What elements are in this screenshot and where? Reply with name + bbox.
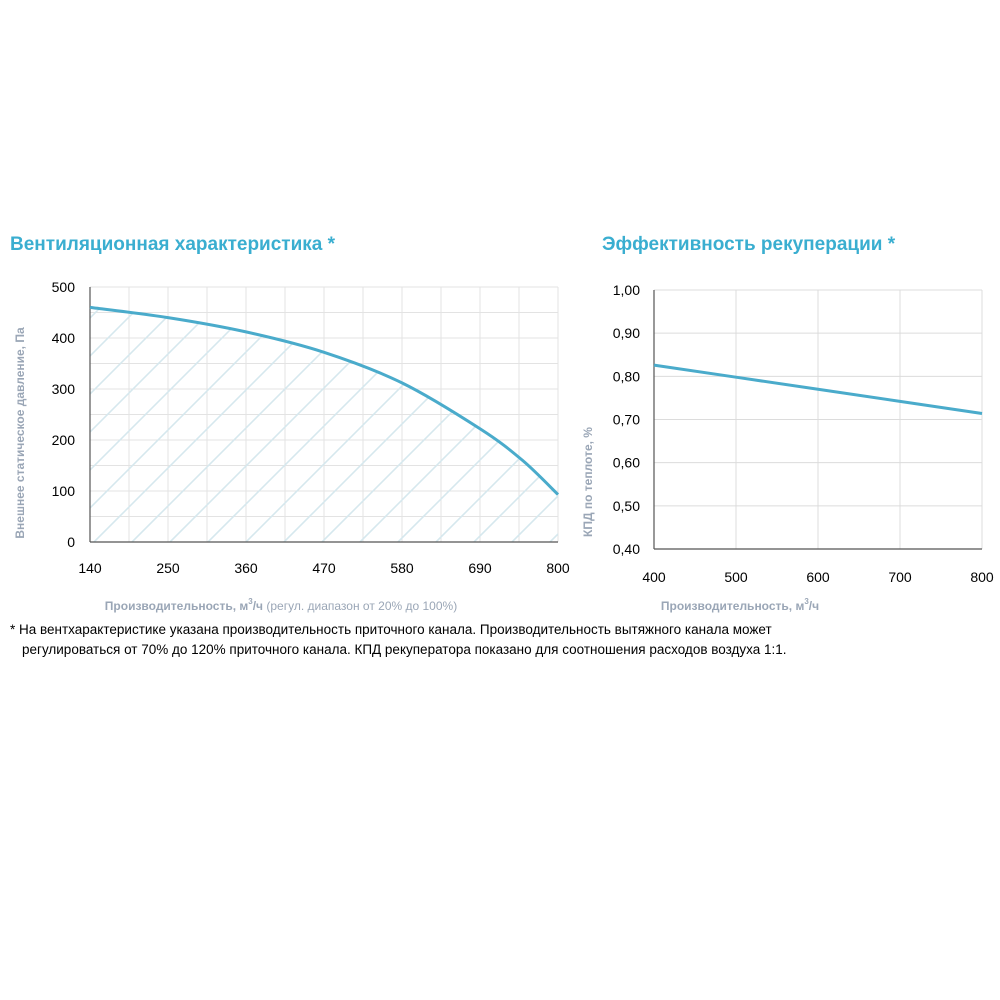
fan-curve-hatch-line: [245, 307, 537, 542]
fan-curve-x-axis-label-note: (регул. диапазон от 20% до 100%): [263, 599, 457, 613]
fan-curve-x-tick-label: 800: [546, 560, 570, 576]
fan-curve-hatch-line: [93, 307, 385, 542]
efficiency-x-tick-label: 600: [806, 569, 830, 585]
efficiency-y-axis-label: КПД по теплоте, %: [581, 427, 595, 537]
fan-curve-hatch-line: [435, 307, 558, 542]
efficiency-y-tick-label: 0,60: [613, 455, 640, 471]
efficiency-axes: [653, 290, 982, 550]
fan-curve-x-tick-label: 690: [468, 560, 492, 576]
fan-curve-hatch-line: [359, 307, 558, 542]
fan-curve-hatch-line: [90, 307, 271, 542]
fan-curve-series: [89, 305, 560, 496]
fan-curve-x-axis-label: Производительность, м3/ч (регул. диапазо…: [105, 597, 457, 613]
fan-curve-hatch-line: [511, 307, 558, 542]
fan-curve-x-ticks: 140 250 360 470 580 690 800: [78, 560, 570, 576]
fan-curve-hatch-line: [169, 307, 461, 542]
fan-curve-x-axis-label-main: Производительность, м: [105, 599, 249, 613]
fan-curve-y-axis-label: Внешнее статическое давление, Па: [13, 327, 27, 539]
fan-curve-x-axis-label-sup: 3: [248, 597, 253, 606]
fan-curve-x-tick-label: 140: [78, 560, 102, 576]
efficiency-x-ticks: 400 500 600 700 800: [642, 569, 994, 585]
recovery-efficiency-chart-title: Эффективность рекуперации *: [602, 234, 896, 255]
efficiency-x-tick-label: 700: [888, 569, 912, 585]
efficiency-x-tick-label: 400: [642, 569, 666, 585]
fan-curve-axes: [89, 287, 558, 543]
efficiency-line: [653, 363, 983, 415]
fan-curve-hatch-line: [90, 307, 195, 542]
fan-curve-y-tick-label: 100: [52, 483, 76, 499]
fan-curve-x-tick-label: 470: [312, 560, 336, 576]
efficiency-y-ticks: 0,40 0,50 0,60 0,70 0,80 0,90 1,00: [613, 282, 640, 557]
fan-curve-y-tick-label: 200: [52, 432, 76, 448]
footnote-line-1: * На вентхарактеристике указана производ…: [10, 622, 772, 637]
fan-curve-chart-title: Вентиляционная характеристика *: [10, 234, 336, 255]
efficiency-y-tick-label: 1,00: [613, 282, 640, 298]
efficiency-series: [653, 363, 983, 415]
efficiency-y-tick-label: 0,90: [613, 325, 640, 341]
fan-curve-y-tick-label: 500: [52, 279, 76, 295]
efficiency-y-tick-label: 0,70: [613, 412, 640, 428]
fan-curve-x-tick-label: 580: [390, 560, 414, 576]
footnote: * На вентхарактеристике указана производ…: [10, 620, 990, 660]
fan-curve-hatch-line: [131, 307, 423, 542]
fan-curve-y-tick-label: 400: [52, 330, 76, 346]
fan-curve-hatched-area: [90, 307, 558, 542]
fan-curve-x-axis-label-unit: /ч: [253, 599, 263, 613]
efficiency-x-axis-label-sup: 3: [804, 597, 809, 606]
efficiency-x-tick-label: 500: [724, 569, 748, 585]
fan-curve-y-tick-label: 0: [67, 534, 75, 550]
fan-curve-x-tick-label: 250: [156, 560, 180, 576]
footnote-line-2: регулироваться от 70% до 120% приточного…: [22, 642, 787, 657]
efficiency-y-tick-label: 0,80: [613, 368, 640, 384]
efficiency-x-axis-label-unit: /ч: [809, 599, 819, 613]
fan-curve-line: [89, 305, 560, 496]
fan-curve-y-ticks: 0 100 200 300 400 500: [52, 279, 76, 550]
efficiency-x-axis-label-main: Производительность, м: [661, 599, 805, 613]
fan-curve-hatch-line: [321, 307, 558, 542]
fan-curve-hatch-line: [90, 307, 347, 542]
efficiency-y-tick-label: 0,40: [613, 541, 640, 557]
fan-curve-hatch-line: [90, 307, 309, 542]
fan-curve-hatch-line: [90, 307, 233, 542]
efficiency-y-tick-label: 0,50: [613, 498, 640, 514]
efficiency-x-tick-label: 800: [970, 569, 994, 585]
efficiency-grid: [654, 289, 983, 549]
fan-curve-hatch-line: [473, 307, 558, 542]
efficiency-x-axis-label: Производительность, м3/ч: [661, 597, 819, 613]
fan-curve-y-tick-label: 300: [52, 381, 76, 397]
fan-curve-grid: [90, 286, 559, 542]
fan-curve-hatch-line: [207, 307, 499, 542]
fan-curve-x-tick-label: 360: [234, 560, 258, 576]
